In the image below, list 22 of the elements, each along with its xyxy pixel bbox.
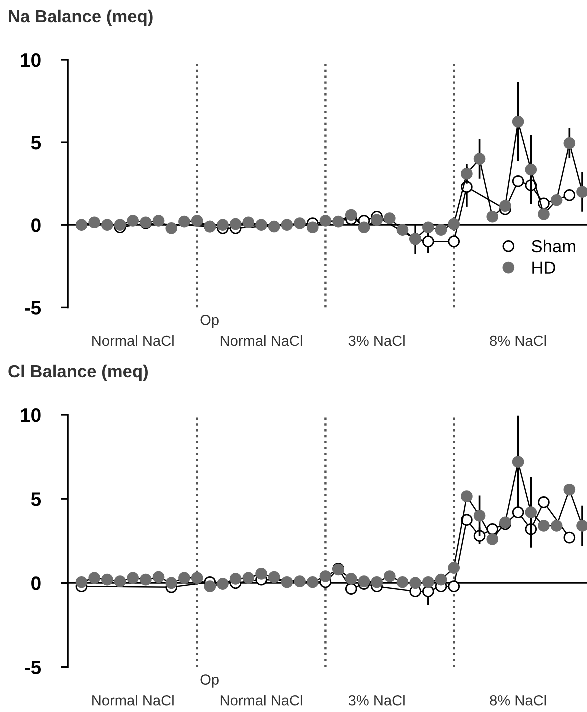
legend-label: HD (532, 262, 556, 274)
y-tick-label: -5 (25, 660, 42, 675)
y-tick-label: -5 (25, 301, 42, 315)
x-tick-label: 8% NaCl (490, 335, 546, 346)
y-tick-label: 0 (32, 218, 41, 232)
y-tick-label: 10 (21, 53, 41, 68)
text: Op (200, 315, 219, 328)
x-tick-label: Normal NaCl (92, 695, 174, 706)
x-tick-label: Normal NaCl (220, 335, 302, 346)
y-tick-label: 5 (31, 492, 42, 506)
legend-label: Sham (532, 240, 576, 253)
x-tick-label: 3% NaCl (348, 335, 405, 346)
x-tick-label: Normal NaCl (92, 335, 174, 346)
x-tick-label: 8% NaCl (490, 695, 546, 706)
chart-title: Na Balance (meq) (9, 10, 153, 26)
y-tick-label: 5 (31, 136, 42, 150)
chart-title: Cl Balance (meq) (8, 364, 148, 382)
x-tick-label: Normal NaCl (220, 695, 302, 706)
x-tick-label: 3% NaCl (348, 695, 405, 706)
y-tick-label: 10 (21, 408, 41, 422)
text: Op (200, 674, 219, 688)
y-tick-label: 0 (32, 576, 41, 590)
